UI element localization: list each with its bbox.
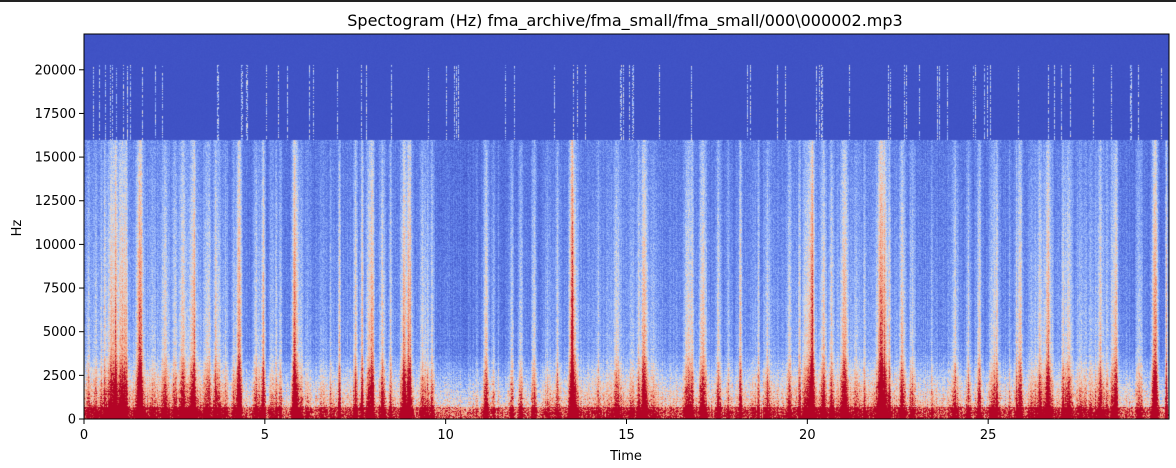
x-axis-ticks: 0 5 10 15 20 25: [80, 419, 997, 443]
y-axis-label: Hz: [10, 220, 25, 237]
x-axis-label: Time: [609, 449, 642, 464]
y-tick-label: 20000: [35, 63, 76, 78]
x-tick-label: 15: [618, 428, 635, 443]
y-tick-label: 17500: [35, 107, 76, 122]
y-tick-label: 7500: [43, 282, 76, 297]
y-tick-label: 5000: [43, 325, 76, 340]
y-tick-label: 2500: [43, 369, 76, 384]
top-border-line: [0, 0, 1176, 2]
chart-title: Spectogram (Hz) fma_archive/fma_small/fm…: [347, 11, 902, 31]
x-tick-label: 10: [437, 428, 454, 443]
y-tick-label: 15000: [35, 151, 76, 166]
x-tick-label: 20: [799, 428, 816, 443]
spectrogram-heatmap: [84, 34, 1169, 419]
y-tick-label: 10000: [35, 238, 76, 253]
y-tick-label: 0: [68, 413, 76, 428]
plot-area: [83, 33, 1170, 420]
x-tick-label: 5: [261, 428, 269, 443]
x-tick-label: 25: [980, 428, 997, 443]
y-axis-ticks: 0 2500 5000 7500 10000 12500 15000 17500 20000: [35, 63, 84, 428]
y-tick-label: 12500: [35, 194, 76, 209]
x-tick-label: 0: [80, 428, 88, 443]
